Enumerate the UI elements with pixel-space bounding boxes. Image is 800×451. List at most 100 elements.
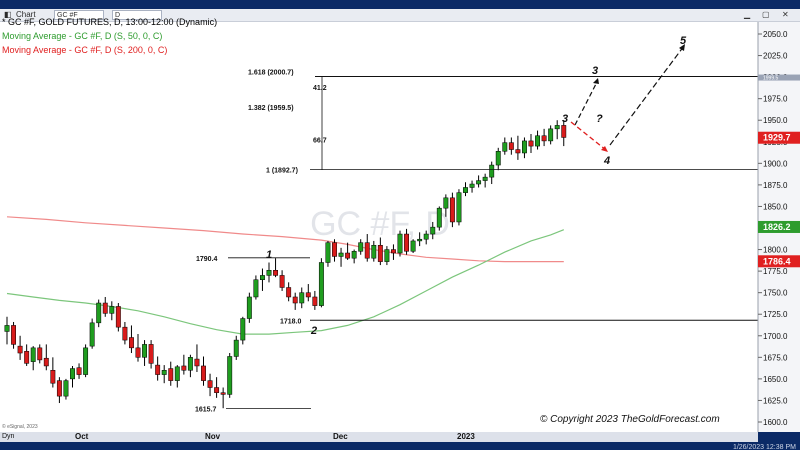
candle-body <box>227 356 233 395</box>
y-tick-label: 1700.0 <box>763 332 788 341</box>
candle-body <box>4 325 10 332</box>
price-tag <box>758 255 800 268</box>
legend-price: * GC #F, GOLD FUTURES, D, 13:00-12:00 (D… <box>2 17 218 27</box>
copyright-text: © Copyright 2023 TheGoldForecast.com <box>540 414 720 425</box>
candle-body <box>522 140 527 154</box>
candle-body <box>502 142 508 152</box>
y-tick-label: 1675.0 <box>763 353 788 362</box>
price-tag-label: 1826.2 <box>763 222 791 232</box>
chart-tab-label[interactable]: Chart <box>16 10 36 19</box>
top-strip <box>0 0 800 9</box>
candle-body <box>142 344 148 358</box>
proj-4-arrow <box>601 146 608 152</box>
candle-body <box>351 251 357 259</box>
candle-body <box>187 357 193 371</box>
candle-body <box>17 345 23 354</box>
wave-1-label: 1 <box>266 249 272 261</box>
candle-body <box>96 302 102 324</box>
wave-4-label: 4 <box>603 155 610 167</box>
candle-body <box>148 344 154 364</box>
candle-body <box>115 306 121 328</box>
y-tick-label: 1950.0 <box>763 116 788 125</box>
level-16157-label: 1615.7 <box>195 406 217 413</box>
x-tick-label: Dec <box>333 432 348 441</box>
candle-body <box>430 226 436 235</box>
candle-body <box>404 233 410 252</box>
candle-body <box>325 242 331 263</box>
price-tag-label: 1929.7 <box>763 133 791 143</box>
price-tag <box>758 131 800 144</box>
candle-body <box>260 275 265 280</box>
candle-body <box>377 244 383 262</box>
candle-body <box>332 242 337 257</box>
close-icon[interactable]: ✕ <box>782 10 789 19</box>
candle-body <box>463 187 468 193</box>
candle-body <box>266 269 272 276</box>
minimize-icon[interactable]: ▁ <box>744 10 751 19</box>
y-tick-label: 1600.0 <box>763 418 788 427</box>
candle-body <box>469 183 475 188</box>
candle-body <box>43 357 49 367</box>
wave-3-current-label: 3 <box>562 113 568 125</box>
candle-body <box>528 140 534 147</box>
maximize-icon[interactable]: ▢ <box>762 10 770 19</box>
time-axis <box>0 432 758 442</box>
legend-ma50: Moving Average - GC #F, D (S, 50, 0, C) <box>2 31 163 41</box>
candle-body <box>423 233 429 240</box>
candle-body <box>273 269 279 276</box>
y-tick-label: 1900.0 <box>763 159 788 168</box>
candle-body <box>495 151 501 166</box>
candle-body <box>535 135 540 147</box>
price-tag-label: 1786.4 <box>763 256 791 266</box>
symbol-input[interactable]: GC #F <box>54 10 104 20</box>
price-tag-label: 1999.5 <box>763 76 779 82</box>
candle-body <box>554 125 560 130</box>
proj-3-arrow <box>593 78 599 84</box>
candle-body <box>24 351 30 364</box>
dyn-label: Dyn <box>2 433 15 440</box>
wave-3-target-label: 3 <box>592 65 598 77</box>
candle-body <box>561 125 567 138</box>
candle-body <box>246 296 252 319</box>
x-tick-label: 2023 <box>457 432 475 441</box>
candle-body <box>364 242 370 259</box>
candle-body <box>286 287 292 298</box>
y-tick-label: 1850.0 <box>763 202 788 211</box>
candle-body <box>161 370 167 375</box>
candle-body <box>70 368 75 380</box>
wave-question-label: ? <box>596 113 603 125</box>
proj-to-3 <box>574 79 599 126</box>
interval-input[interactable]: D <box>112 10 162 20</box>
level-1718-label: 1718.0 <box>280 318 302 325</box>
candle-body <box>37 347 43 361</box>
level-17904-label: 1790.4 <box>196 256 218 263</box>
legend-ma200: Moving Average - GC #F, D (S, 200, 0, C) <box>2 45 168 55</box>
candle-body <box>338 252 344 257</box>
candle-body <box>312 296 318 306</box>
candle-body <box>391 249 396 254</box>
candle-body <box>345 252 351 259</box>
candle-body <box>410 240 416 252</box>
proj-to-4 <box>570 121 607 151</box>
candle-body <box>181 365 187 371</box>
ma200-line <box>6 216 564 263</box>
candle-body <box>436 207 442 228</box>
y-tick-label: 1725.0 <box>763 310 788 319</box>
y-tick-label: 1800.0 <box>763 246 788 255</box>
timestamp: 1/26/2023 12:38 PM <box>732 444 796 451</box>
y-tick-label: 2050.0 <box>763 30 788 39</box>
candle-body <box>122 326 128 341</box>
candle-body <box>129 337 134 349</box>
price-tag <box>758 74 800 81</box>
candle-body <box>30 347 36 362</box>
candle-body <box>279 275 285 288</box>
candle-body <box>50 370 56 384</box>
chart-tab-icon[interactable]: ◧ <box>4 10 12 19</box>
candle-body <box>233 339 239 357</box>
candle-body <box>299 292 305 304</box>
candle-body <box>201 365 206 381</box>
x-tick-label: Nov <box>205 432 221 441</box>
candle-body <box>11 325 17 345</box>
x-tick-label: Oct <box>75 432 89 441</box>
